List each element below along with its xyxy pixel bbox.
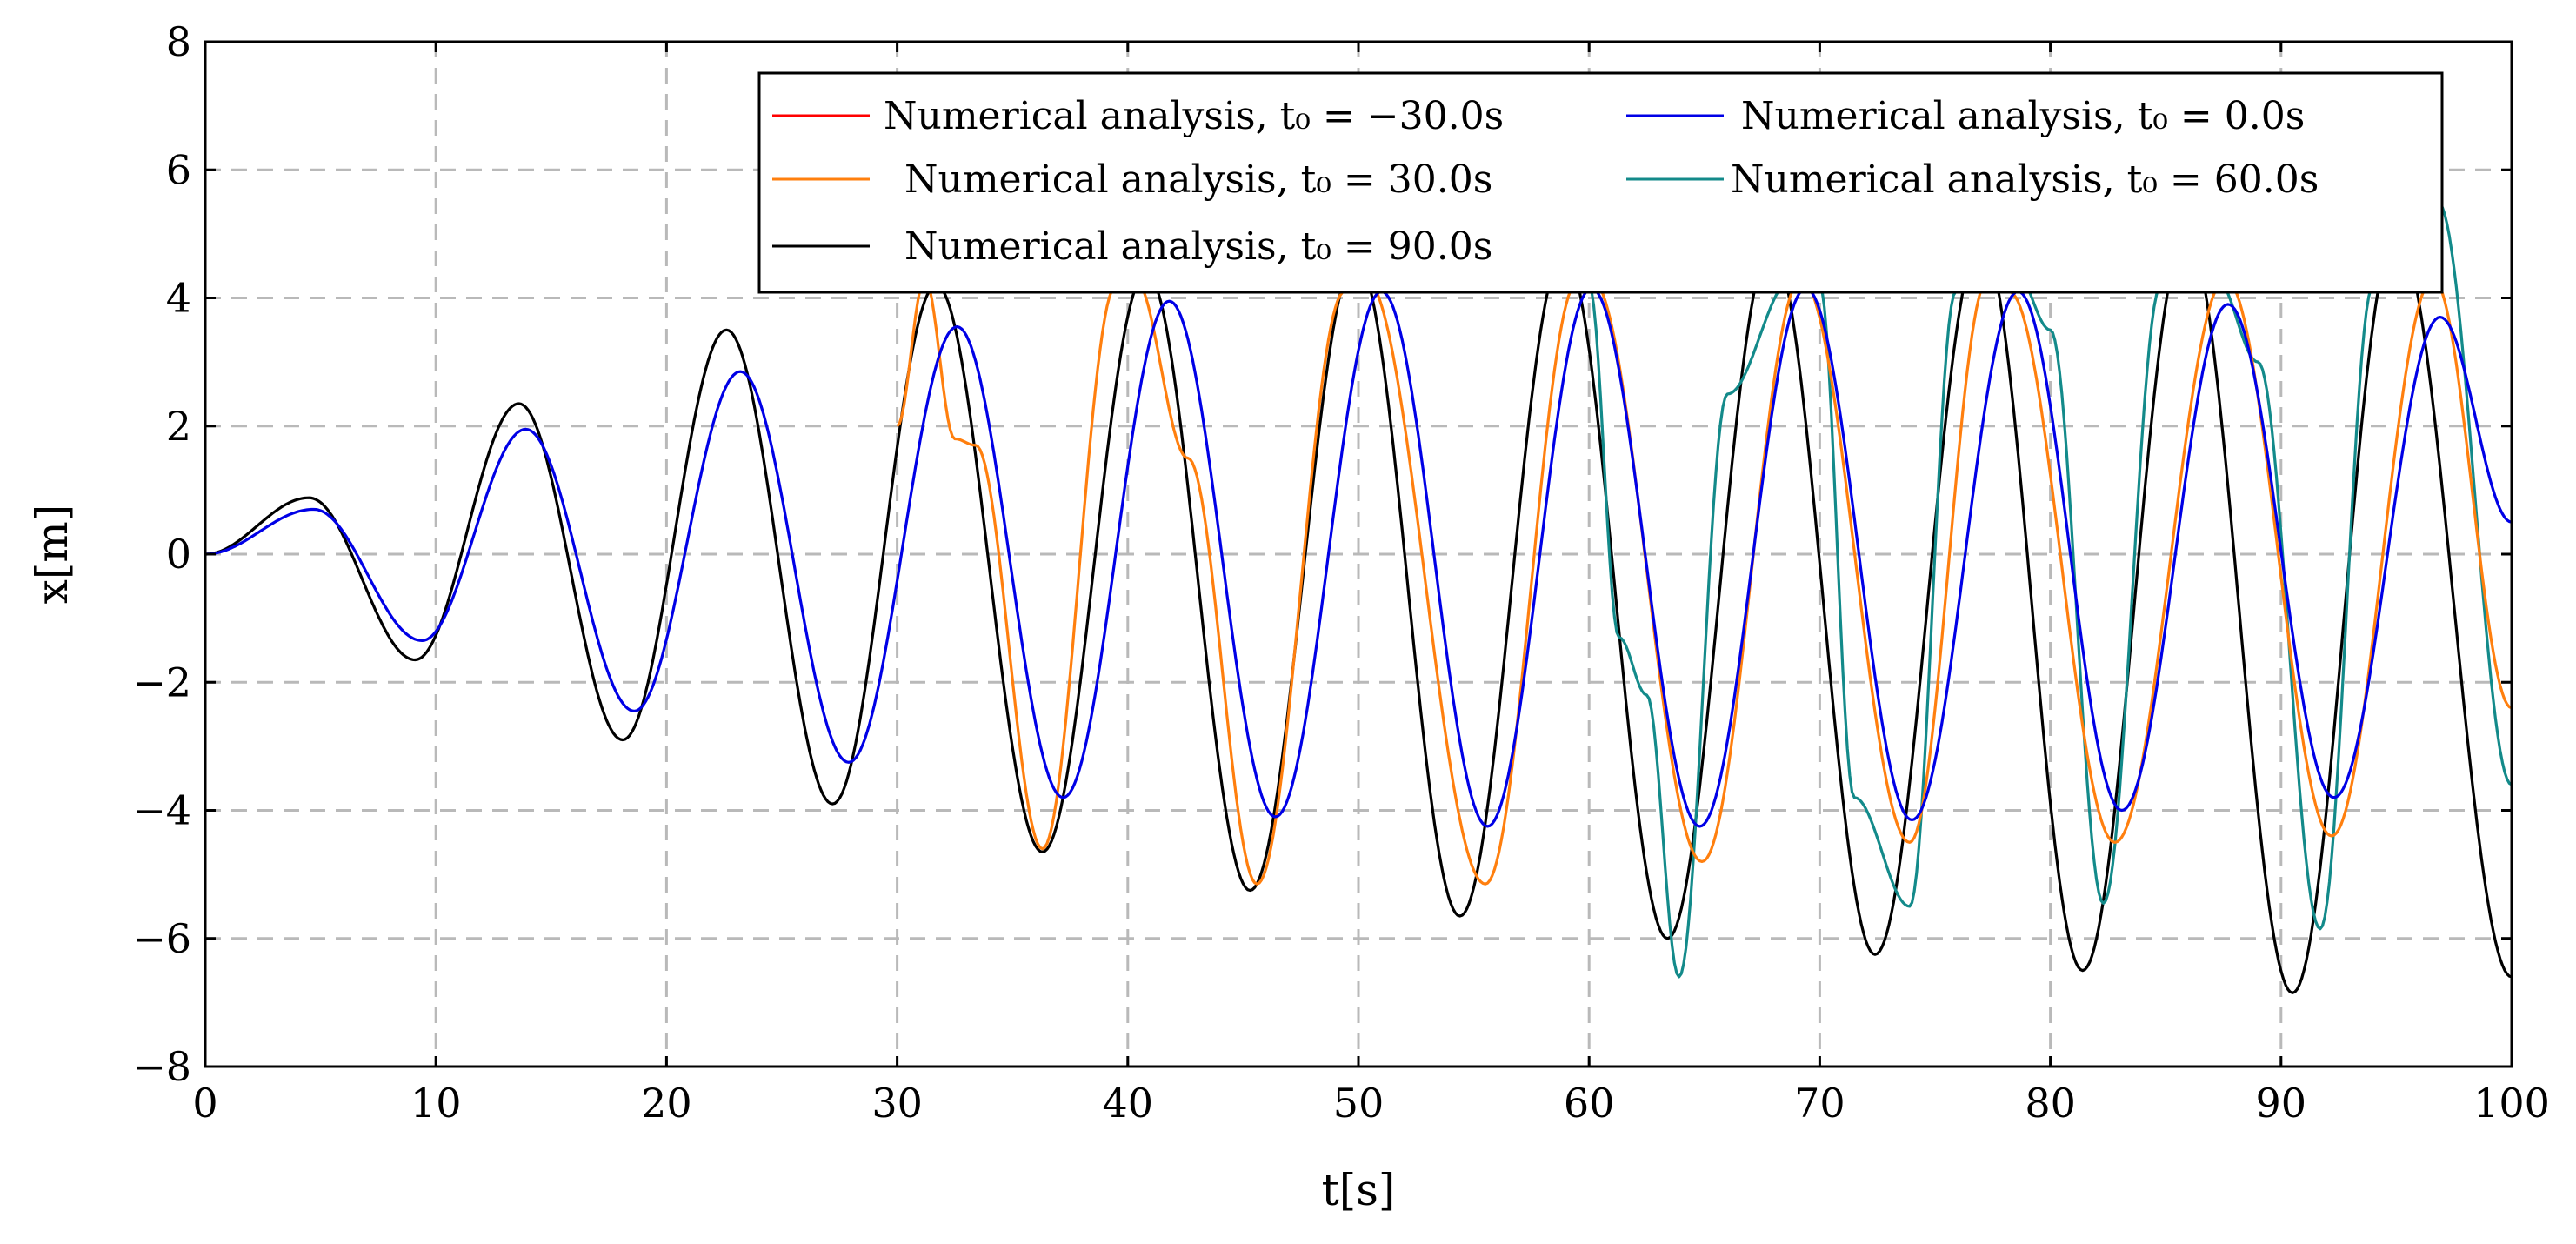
y-tick-label: −4 [132,787,191,834]
legend-label-2: Numerical analysis, t₀ = 30.0s [904,157,1492,202]
legend-label-4: Numerical analysis, t₀ = 90.0s [904,224,1492,269]
legend-label-0: Numerical analysis, t₀ = −30.0s [884,94,1504,138]
x-tick-label: 30 [871,1080,923,1127]
y-tick-label: 4 [166,275,191,322]
series-line-1 [205,286,2512,828]
x-tick-label: 90 [2256,1080,2307,1127]
x-tick-label: 60 [1564,1080,1615,1127]
legend: Numerical analysis, t₀ = −30.0s Numerica… [757,71,2444,294]
legend-label-3: Numerical analysis, t₀ = 60.0s [1731,157,2319,202]
legend-entry-1: Numerical analysis, t₀ = 0.0s [1626,94,2305,138]
legend-entry-2: Numerical analysis, t₀ = 30.0s [772,157,1492,202]
x-tick-label: 0 [192,1080,217,1127]
legend-box [757,71,2444,294]
y-tick-label: −8 [132,1043,191,1090]
y-tick-label: 0 [166,531,191,578]
y-axis-label-text: x[m] [27,505,77,605]
axis-ticks: 0 10 20 30 40 50 60 70 80 90 100 −8 −6 −4 −2 0 2 4 6 8 [132,18,2550,1127]
legend-entry-3: Numerical analysis, t₀ = 60.0s [1626,157,2319,202]
x-tick-label: 50 [1333,1080,1385,1127]
legend-label-1: Numerical analysis, t₀ = 0.0s [1741,94,2305,138]
x-tick-label: 100 [2473,1080,2550,1127]
series-line-3 [1587,200,2512,979]
y-tick-label: 6 [166,146,191,193]
x-tick-label: 20 [641,1080,692,1127]
y-tick-label: −6 [132,915,191,962]
y-tick-label: 2 [166,403,191,450]
legend-entry-4: Numerical analysis, t₀ = 90.0s [772,224,1492,269]
y-tick-label: 8 [166,18,191,65]
x-tick-label: 40 [1103,1080,1154,1127]
y-axis-label: x[m] [27,505,77,605]
x-tick-label: 70 [1794,1080,1845,1127]
x-tick-label: 80 [2025,1080,2076,1127]
y-tick-label: −2 [132,659,191,706]
x-tick-label: 10 [410,1080,462,1127]
series-line-2 [896,277,2512,886]
legend-entry-0: Numerical analysis, t₀ = −30.0s [772,94,1504,138]
x-axis-label: t[s] [1322,1165,1396,1215]
